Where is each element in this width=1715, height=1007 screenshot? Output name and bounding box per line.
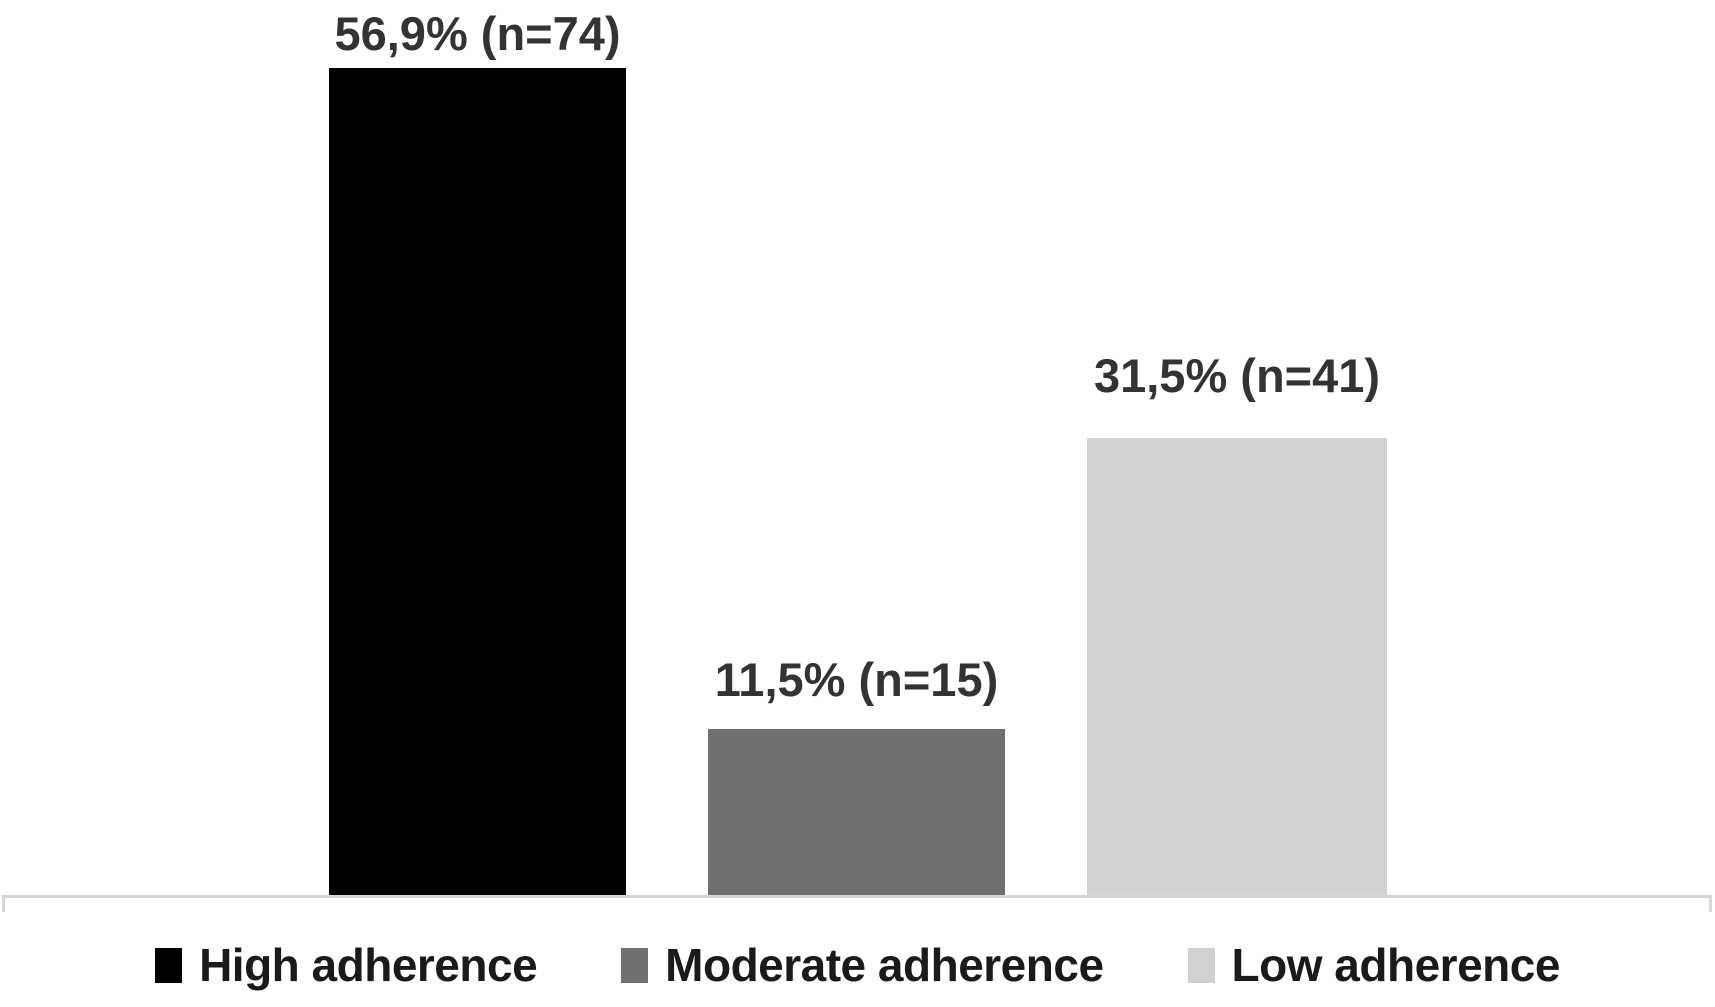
legend-label-moderate-adherence: Moderate adherence [665, 939, 1104, 991]
bar-label-low-adherence: 31,5% (n=41) [1093, 349, 1381, 402]
legend-swatch-high-adherence [155, 947, 183, 983]
bar-label-moderate-adherence: 11,5% (n=15) [714, 653, 999, 706]
bar-high-adherence [329, 68, 626, 897]
axis-frame-stub-left [2, 895, 5, 912]
bar-low-adherence [1087, 438, 1387, 897]
legend-swatch-low-adherence [1187, 947, 1215, 983]
legend-swatch-moderate-adherence [621, 947, 649, 983]
x-axis-line [2, 895, 1712, 898]
bar-label-high-adherence: 56,9% (n=74) [334, 7, 621, 60]
legend-label-low-adherence: Low adherence [1231, 939, 1561, 991]
legend: High adherence Moderate adherence Low ad… [0, 938, 1715, 992]
legend-item-high-adherence: High adherence [155, 938, 538, 992]
axis-frame-stub-right [1709, 895, 1712, 912]
legend-item-moderate-adherence: Moderate adherence [621, 938, 1104, 992]
bar-moderate-adherence [708, 729, 1005, 897]
legend-item-low-adherence: Low adherence [1187, 938, 1561, 992]
legend-label-high-adherence: High adherence [199, 939, 538, 991]
